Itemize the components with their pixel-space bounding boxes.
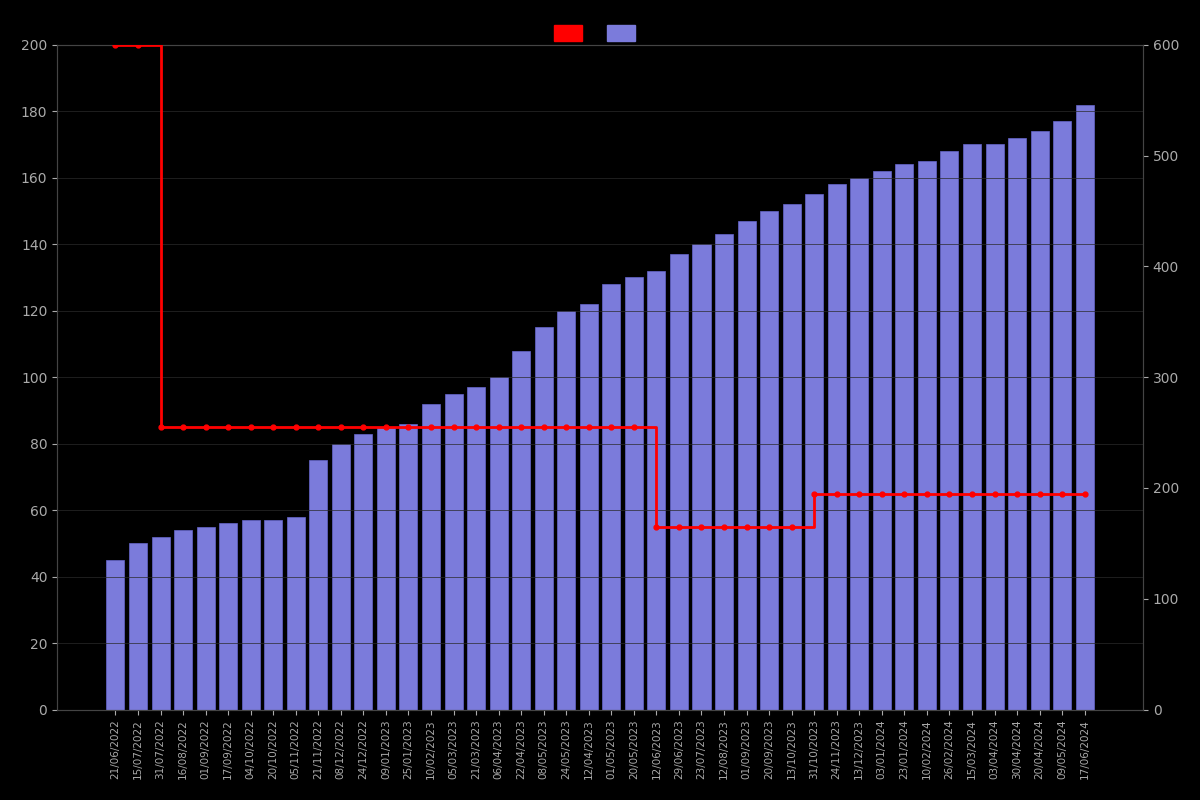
- Bar: [647, 270, 666, 710]
- Bar: [422, 404, 440, 710]
- Bar: [557, 310, 575, 710]
- Bar: [490, 377, 508, 710]
- Bar: [377, 427, 395, 710]
- Bar: [151, 537, 169, 710]
- Bar: [354, 434, 372, 710]
- Bar: [692, 244, 710, 710]
- Bar: [580, 304, 598, 710]
- Bar: [128, 543, 146, 710]
- Bar: [602, 284, 620, 710]
- Bar: [828, 184, 846, 710]
- Bar: [467, 387, 485, 710]
- Bar: [941, 151, 959, 710]
- Bar: [332, 444, 350, 710]
- Bar: [872, 171, 890, 710]
- Bar: [535, 327, 553, 710]
- Bar: [985, 145, 1003, 710]
- Bar: [962, 145, 982, 710]
- Bar: [851, 178, 869, 710]
- Bar: [310, 460, 328, 710]
- Bar: [400, 424, 418, 710]
- Bar: [444, 394, 462, 710]
- Bar: [782, 204, 800, 710]
- Bar: [264, 520, 282, 710]
- Bar: [918, 161, 936, 710]
- Bar: [287, 517, 305, 710]
- Bar: [197, 526, 215, 710]
- Bar: [1075, 105, 1093, 710]
- Bar: [512, 350, 530, 710]
- Bar: [895, 164, 913, 710]
- Bar: [805, 194, 823, 710]
- Bar: [241, 520, 259, 710]
- Bar: [760, 211, 778, 710]
- Bar: [738, 221, 756, 710]
- Bar: [1031, 131, 1049, 710]
- Bar: [670, 254, 688, 710]
- Bar: [174, 530, 192, 710]
- Bar: [1008, 138, 1026, 710]
- Bar: [715, 234, 733, 710]
- Bar: [107, 560, 125, 710]
- Bar: [220, 523, 238, 710]
- Legend: , : ,: [547, 18, 653, 48]
- Bar: [1054, 121, 1072, 710]
- Bar: [625, 278, 643, 710]
